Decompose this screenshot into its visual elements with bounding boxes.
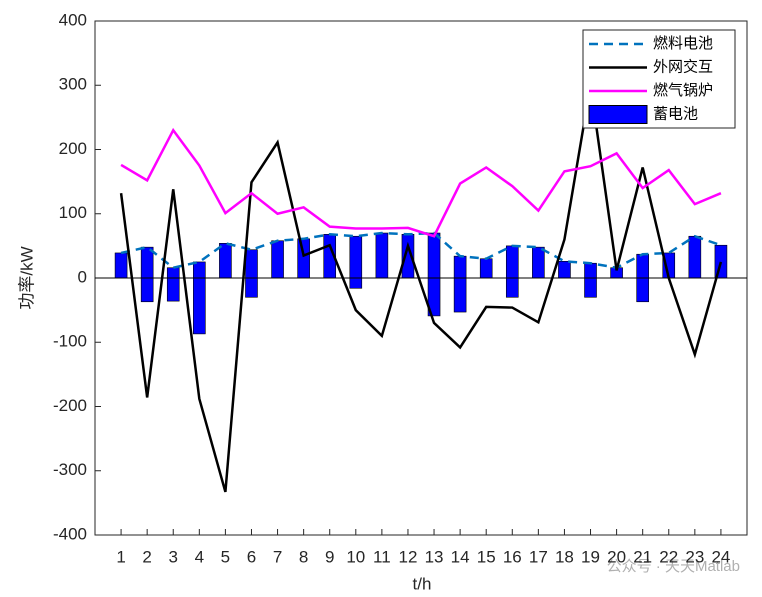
x-tick-label: 9 — [325, 547, 334, 566]
y-tick-label: -200 — [53, 396, 87, 415]
legend-swatch — [588, 105, 648, 124]
x-tick-label: 14 — [451, 547, 470, 566]
x-tick-label: 4 — [195, 547, 204, 566]
x-tick-label: 15 — [477, 547, 496, 566]
x-tick-label: 19 — [581, 547, 600, 566]
x-tick-label: 21 — [633, 547, 652, 566]
y-tick-label: -300 — [53, 460, 87, 479]
bar — [688, 235, 702, 279]
y-tick-label: 400 — [59, 10, 87, 29]
x-tick-label: 20 — [607, 547, 626, 566]
x-tick-label: 6 — [247, 547, 256, 566]
x-tick-label: 2 — [142, 547, 151, 566]
x-tick-label: 13 — [425, 547, 444, 566]
x-tick-label: 17 — [529, 547, 548, 566]
legend-label: 燃料电池 — [653, 34, 713, 52]
x-tick-label: 11 — [373, 547, 391, 566]
bar — [505, 277, 519, 298]
x-tick-label: 1 — [116, 547, 125, 566]
y-tick-label: 100 — [59, 203, 87, 222]
bar — [166, 267, 180, 279]
bar — [166, 277, 180, 302]
bar — [193, 277, 206, 335]
x-tick-label: 16 — [503, 547, 522, 566]
bar — [375, 232, 389, 279]
bar — [479, 258, 493, 279]
bar — [245, 277, 258, 298]
y-tick-label: -100 — [53, 332, 87, 351]
bar — [349, 235, 363, 279]
x-tick-label: 23 — [685, 547, 704, 566]
x-tick-label: 22 — [659, 547, 678, 566]
bar — [453, 277, 467, 313]
bar — [271, 240, 284, 279]
bar — [584, 277, 597, 298]
legend-label: 外网交互 — [653, 57, 713, 75]
bar — [636, 277, 649, 303]
legend-label: 蓄电池 — [653, 105, 698, 122]
y-tick-label: 200 — [59, 139, 87, 158]
bar — [505, 245, 519, 279]
x-tick-label: 5 — [221, 547, 230, 566]
y-tick-label: -400 — [53, 524, 87, 543]
x-tick-label: 18 — [555, 547, 574, 566]
y-axis-label: 功率/kW — [17, 246, 36, 309]
bar — [427, 232, 441, 279]
legend-label: 燃气锅炉 — [653, 81, 713, 99]
y-tick-label: 300 — [59, 75, 87, 94]
x-tick-label: 10 — [346, 547, 365, 566]
x-tick-label: 8 — [299, 547, 308, 566]
bar — [636, 253, 649, 279]
bar — [297, 238, 310, 279]
bar — [245, 249, 258, 279]
y-tick-label: 0 — [78, 267, 87, 286]
x-tick-label: 7 — [273, 547, 282, 566]
line — [120, 231, 722, 270]
bar — [532, 246, 545, 279]
bar — [453, 255, 467, 279]
bar — [584, 262, 597, 279]
bar — [140, 277, 154, 303]
watermark: 公众号 · 天天Matlab — [607, 558, 740, 575]
bar — [193, 261, 206, 279]
bar — [219, 243, 232, 279]
bar — [349, 277, 363, 289]
bar — [114, 252, 128, 279]
line — [120, 127, 722, 238]
x-axis-label: t/h — [413, 574, 432, 593]
x-tick-label: 12 — [398, 547, 417, 566]
x-tick-label: 3 — [169, 547, 178, 566]
x-tick-label: 24 — [711, 547, 730, 566]
line — [119, 85, 723, 493]
bar — [558, 260, 571, 279]
